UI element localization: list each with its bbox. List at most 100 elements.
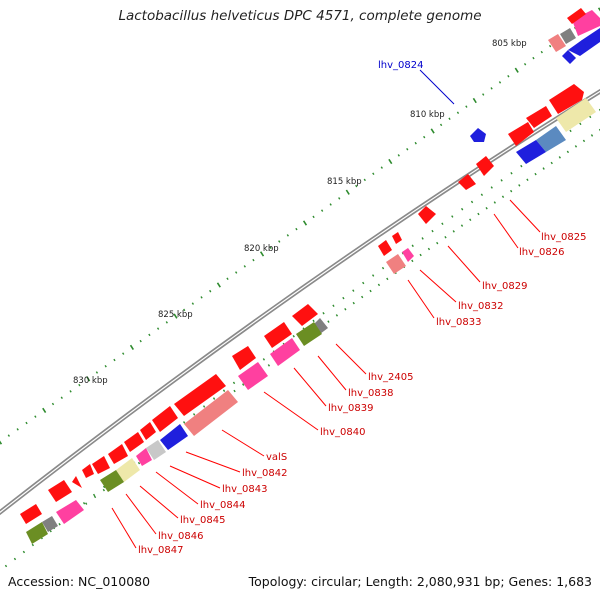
- gene-block-pink-lhv0840[interactable]: [238, 362, 268, 390]
- gene-block-olive-lhv0846[interactable]: [100, 470, 124, 492]
- gene-arrow-red[interactable]: [72, 476, 82, 488]
- gene-label-lhv2405[interactable]: lhv_2405: [368, 372, 413, 383]
- gene-arrow-blue-lhv0824[interactable]: [470, 128, 486, 142]
- gene-label-lhv0843[interactable]: lhv_0843: [222, 484, 267, 495]
- gene-arrow-red-lhv0826[interactable]: [458, 174, 476, 190]
- gene-arrow-red[interactable]: [92, 456, 110, 474]
- gene-block-gray[interactable]: [560, 28, 576, 44]
- tick-mark: [361, 295, 364, 299]
- gene-arrow-red[interactable]: [392, 232, 402, 244]
- gene-label-lhv0847[interactable]: lhv_0847: [138, 545, 183, 556]
- tick-mark: [534, 172, 537, 176]
- tick-mark: [0, 440, 3, 445]
- tick-mark: [102, 485, 106, 489]
- gene-arrow-red[interactable]: [567, 8, 586, 24]
- tick-mark: [532, 56, 535, 60]
- tick-mark: [235, 271, 238, 274]
- gene-label-lhv0826[interactable]: lhv_0826: [519, 247, 564, 258]
- tick-mark: [590, 134, 594, 137]
- tick-mark: [352, 301, 355, 305]
- gene-block-blue[interactable]: [516, 140, 546, 164]
- tick-mark: [510, 189, 513, 193]
- gene-block-pink-lhv0844[interactable]: [136, 448, 152, 466]
- gene-block-khaki-lhv0845[interactable]: [116, 458, 140, 482]
- tick-mark: [523, 62, 527, 66]
- gene-label-lhv0844[interactable]: lhv_0844: [200, 500, 245, 511]
- gene-block-olive-lhv0838[interactable]: [296, 322, 322, 346]
- gene-label-valS[interactable]: valS: [266, 452, 287, 463]
- gene-arrow-red[interactable]: [108, 444, 128, 464]
- gene-arrow-blue[interactable]: [562, 50, 576, 64]
- backbone-outer-line: [0, 88, 600, 516]
- gene-arrow-red[interactable]: [140, 422, 156, 440]
- tick-mark: [501, 195, 505, 199]
- gene-label-lhv0840[interactable]: lhv_0840: [320, 427, 365, 438]
- gene-arrow-red[interactable]: [378, 240, 392, 256]
- tick-mark: [460, 224, 464, 227]
- leader-lhv2405: [335, 343, 367, 375]
- gene-block-salmon[interactable]: [548, 34, 566, 52]
- gene-arrow-red[interactable]: [292, 304, 318, 326]
- gene-arrow-red[interactable]: [232, 346, 256, 370]
- gene-arrow-red[interactable]: [124, 432, 144, 452]
- tick-mark: [233, 389, 236, 393]
- gene-arrow-red[interactable]: [48, 480, 72, 502]
- tick-mark: [465, 105, 468, 108]
- tick-mark: [92, 493, 96, 497]
- gene-arrow-red-large[interactable]: [174, 374, 226, 416]
- tick-mark: [25, 421, 28, 425]
- gene-block-pink-lhv0832[interactable]: [402, 248, 414, 262]
- gene-arrow-red[interactable]: [264, 322, 292, 348]
- gene-block-khaki[interactable]: [556, 98, 596, 132]
- gene-block-gray[interactable]: [42, 516, 58, 532]
- gene-arrow-blue[interactable]: [568, 28, 600, 56]
- gene-block-salmon-lhv0833[interactable]: [386, 254, 406, 274]
- gene-arrow-red[interactable]: [549, 84, 584, 114]
- gene-block-lightgray-lhv0843[interactable]: [146, 440, 166, 460]
- tick-mark: [441, 222, 444, 226]
- gene-label-lhv0845[interactable]: lhv_0845: [180, 515, 225, 526]
- kbp-label-815: 815 kbp: [327, 177, 362, 187]
- tick-mark: [312, 319, 315, 323]
- gene-arrow-red-lhv0825[interactable]: [476, 156, 494, 176]
- tick-mark: [269, 246, 272, 249]
- tick-mark: [4, 564, 8, 568]
- gene-arrow-red[interactable]: [152, 406, 178, 432]
- tick-mark: [327, 320, 330, 323]
- gene-block-steel[interactable]: [536, 126, 566, 152]
- tick-mark: [480, 193, 484, 196]
- gene-arrow-red[interactable]: [82, 464, 94, 478]
- tick-mark: [414, 141, 417, 145]
- gene-arrow-red-lhv0829[interactable]: [418, 206, 436, 224]
- gene-block-olive[interactable]: [26, 522, 48, 544]
- tick-mark: [469, 218, 472, 222]
- leader-lhv0844: [155, 471, 199, 505]
- tick-mark: [320, 209, 324, 212]
- gene-arrow-red[interactable]: [526, 106, 552, 128]
- gene-label-lhv0842[interactable]: lhv_0842: [242, 468, 287, 479]
- gene-label-lhv0839[interactable]: lhv_0839: [328, 403, 373, 414]
- gene-block-salmon-valS[interactable]: [184, 390, 238, 436]
- gene-labels: lhv_0824 lhv_0825 lhv_0826 lhv_0829 lhv_…: [138, 60, 586, 556]
- gene-arrow-blue[interactable]: [575, 40, 588, 54]
- gene-label-lhv0833[interactable]: lhv_0833: [436, 317, 481, 328]
- gene-label-lhv0832[interactable]: lhv_0832: [458, 301, 503, 312]
- gene-label-lhv0846[interactable]: lhv_0846: [158, 531, 203, 542]
- gene-block-blue-lhv0842[interactable]: [160, 424, 188, 450]
- tick-mark: [589, 115, 592, 119]
- tick-mark: [278, 240, 281, 243]
- gene-label-lhv0825[interactable]: lhv_0825: [541, 232, 586, 243]
- gene-block-pink-lhv0839[interactable]: [270, 338, 300, 366]
- tick-mark: [597, 7, 600, 12]
- gene-label-lhv0829[interactable]: lhv_0829: [482, 281, 527, 292]
- gene-arrow-red[interactable]: [20, 504, 42, 524]
- gene-label-lhv0838[interactable]: lhv_0838: [348, 388, 393, 399]
- tick-mark: [7, 434, 11, 437]
- gene-label-lhv0824[interactable]: lhv_0824: [378, 60, 423, 71]
- gene-block-pink-lhv0847[interactable]: [56, 500, 84, 524]
- tick-mark: [372, 172, 375, 176]
- tick-mark: [500, 179, 503, 182]
- tick-mark: [569, 129, 572, 133]
- gene-arrow-red[interactable]: [508, 122, 534, 146]
